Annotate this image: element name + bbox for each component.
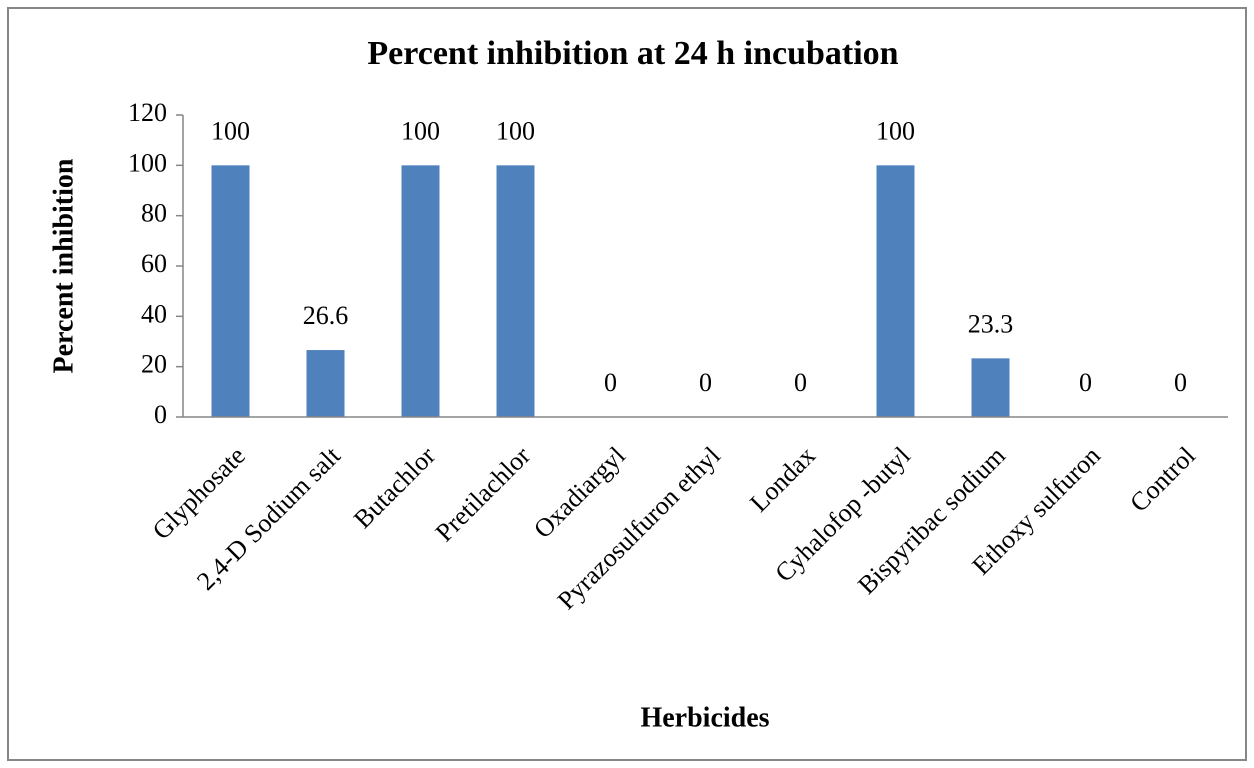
bar: [306, 350, 345, 417]
data-label: 0: [794, 368, 807, 397]
y-tick-label: 120: [128, 98, 167, 127]
data-label: 0: [699, 368, 712, 397]
y-tick-label: 20: [141, 350, 167, 379]
y-tick-label: 100: [128, 148, 167, 177]
y-axis-title: Percent inhibition: [48, 158, 79, 373]
bar: [876, 165, 915, 417]
y-tick-label: 80: [141, 199, 167, 228]
x-axis-title: Herbicides: [640, 702, 769, 733]
bar: [496, 165, 535, 417]
chart-frame: [7, 7, 1247, 761]
data-label: 23.3: [968, 309, 1014, 338]
y-tick-label: 60: [141, 249, 167, 278]
chart-title: Percent inhibition at 24 h incubation: [367, 35, 898, 72]
data-label: 100: [496, 116, 535, 145]
data-label: 0: [604, 368, 617, 397]
bar: [211, 165, 250, 417]
y-tick-label: 0: [154, 400, 167, 429]
bar: [401, 165, 440, 417]
data-label: 100: [401, 116, 440, 145]
data-label: 100: [211, 116, 250, 145]
data-label: 0: [1174, 368, 1187, 397]
data-label: 0: [1079, 368, 1092, 397]
data-label: 100: [876, 116, 915, 145]
y-tick-label: 40: [141, 299, 167, 328]
bar: [971, 358, 1010, 417]
data-label: 26.6: [303, 301, 349, 330]
